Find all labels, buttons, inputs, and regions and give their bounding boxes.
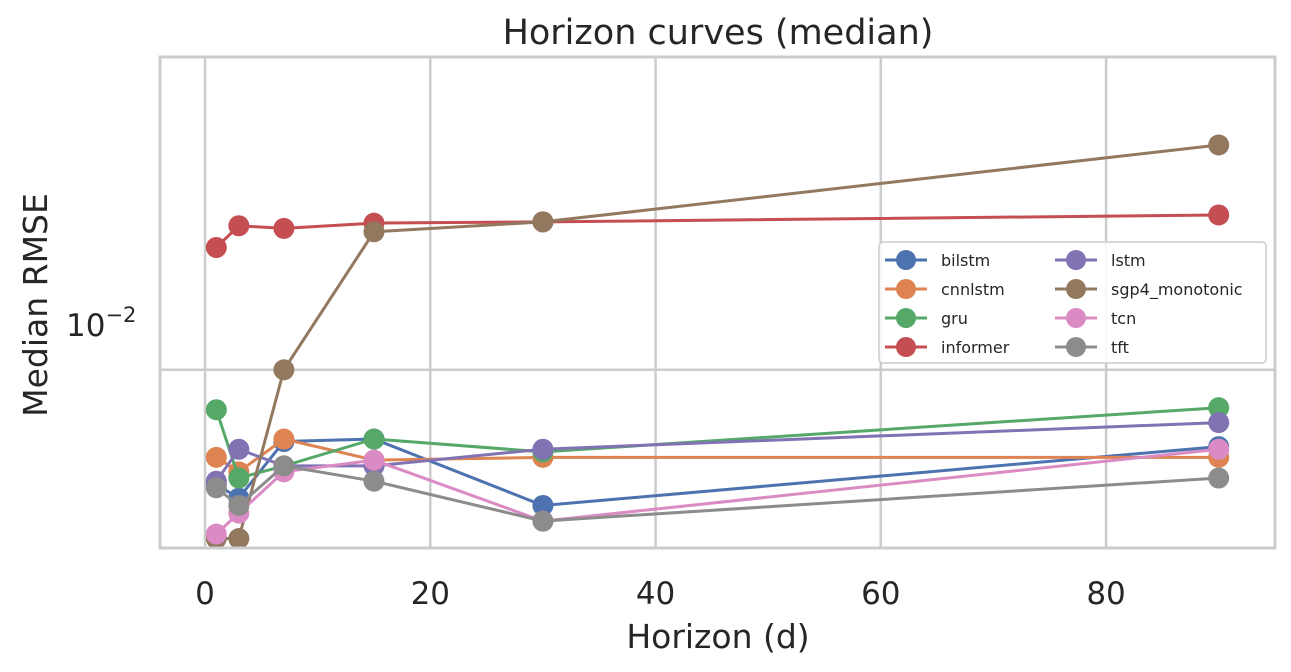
- legend-marker: [1066, 308, 1086, 328]
- data-point: [363, 449, 385, 471]
- data-point: [273, 217, 295, 239]
- legend-label: informer: [941, 338, 1010, 357]
- plot-frame: [158, 55, 1277, 550]
- data-point: [228, 528, 250, 550]
- legend-marker: [1066, 279, 1086, 299]
- data-point: [532, 494, 554, 516]
- y-tick-label: 10−2: [66, 303, 136, 344]
- x-tick-label: 0: [195, 576, 215, 612]
- data-point: [205, 477, 227, 499]
- data-point: [1208, 467, 1230, 489]
- legend-frame: [878, 241, 1267, 364]
- legend-marker: [896, 308, 916, 328]
- x-axis-label: Horizon (d): [626, 617, 809, 656]
- data-point: [532, 510, 554, 532]
- data-point: [1208, 397, 1230, 419]
- data-point: [273, 359, 295, 381]
- chart-title: Horizon curves (median): [503, 13, 934, 53]
- data-point: [273, 428, 295, 450]
- legend-label: tcn: [1111, 309, 1136, 328]
- data-point: [228, 215, 250, 237]
- data-point: [228, 494, 250, 516]
- data-point: [532, 438, 554, 460]
- series-layer: [205, 134, 1230, 550]
- legend: bilstm cnnlstm gru informer lstm sgp4_monoton…: [878, 241, 1267, 364]
- legend-marker: [1066, 337, 1086, 357]
- legend-entry: gru: [885, 308, 968, 328]
- series-tft: [205, 455, 1230, 532]
- legend-label: bilstm: [941, 251, 990, 270]
- x-tick-labels: 0 20 40 60 80: [195, 576, 1126, 612]
- y-tick-base: 10: [66, 308, 105, 344]
- data-point: [228, 467, 250, 489]
- legend-entry: lstm: [1055, 250, 1146, 270]
- data-point: [363, 470, 385, 492]
- data-point: [532, 211, 554, 233]
- legend-entry: cnnlstm: [885, 279, 1005, 299]
- legend-marker: [896, 337, 916, 357]
- y-tick-labels: 10−2: [66, 303, 136, 344]
- x-tick-label: 20: [411, 576, 450, 612]
- x-tick-label: 80: [1086, 576, 1125, 612]
- data-point: [205, 236, 227, 258]
- series-sgp4_monotonic: [205, 134, 1230, 550]
- legend-entry: tcn: [1055, 308, 1136, 328]
- data-point: [1208, 204, 1230, 226]
- y-axis-label: Median RMSE: [16, 193, 55, 417]
- legend-entry: sgp4_monotonic: [1055, 279, 1243, 300]
- data-point: [1208, 412, 1230, 434]
- legend-label: cnnlstm: [941, 280, 1005, 299]
- legend-entry: informer: [885, 337, 1010, 357]
- data-point: [205, 399, 227, 421]
- legend-label: gru: [941, 309, 968, 328]
- data-point: [228, 438, 250, 460]
- legend-marker: [896, 279, 916, 299]
- y-tick-exponent: −2: [105, 303, 136, 327]
- data-point: [205, 446, 227, 468]
- x-tick-label: 40: [636, 576, 675, 612]
- x-tick-label: 60: [861, 576, 900, 612]
- data-point: [363, 221, 385, 243]
- legend-label: tft: [1111, 338, 1129, 357]
- data-point: [363, 428, 385, 450]
- legend-label: sgp4_monotonic: [1111, 280, 1243, 300]
- data-point: [273, 455, 295, 477]
- data-point: [1208, 134, 1230, 156]
- series-cnnlstm: [205, 428, 1230, 483]
- legend-label: lstm: [1111, 251, 1146, 270]
- data-point: [205, 523, 227, 545]
- legend-entry: bilstm: [885, 250, 990, 270]
- legend-marker: [1066, 250, 1086, 270]
- data-point: [1208, 438, 1230, 460]
- legend-entry: tft: [1055, 337, 1129, 357]
- legend-marker: [896, 250, 916, 270]
